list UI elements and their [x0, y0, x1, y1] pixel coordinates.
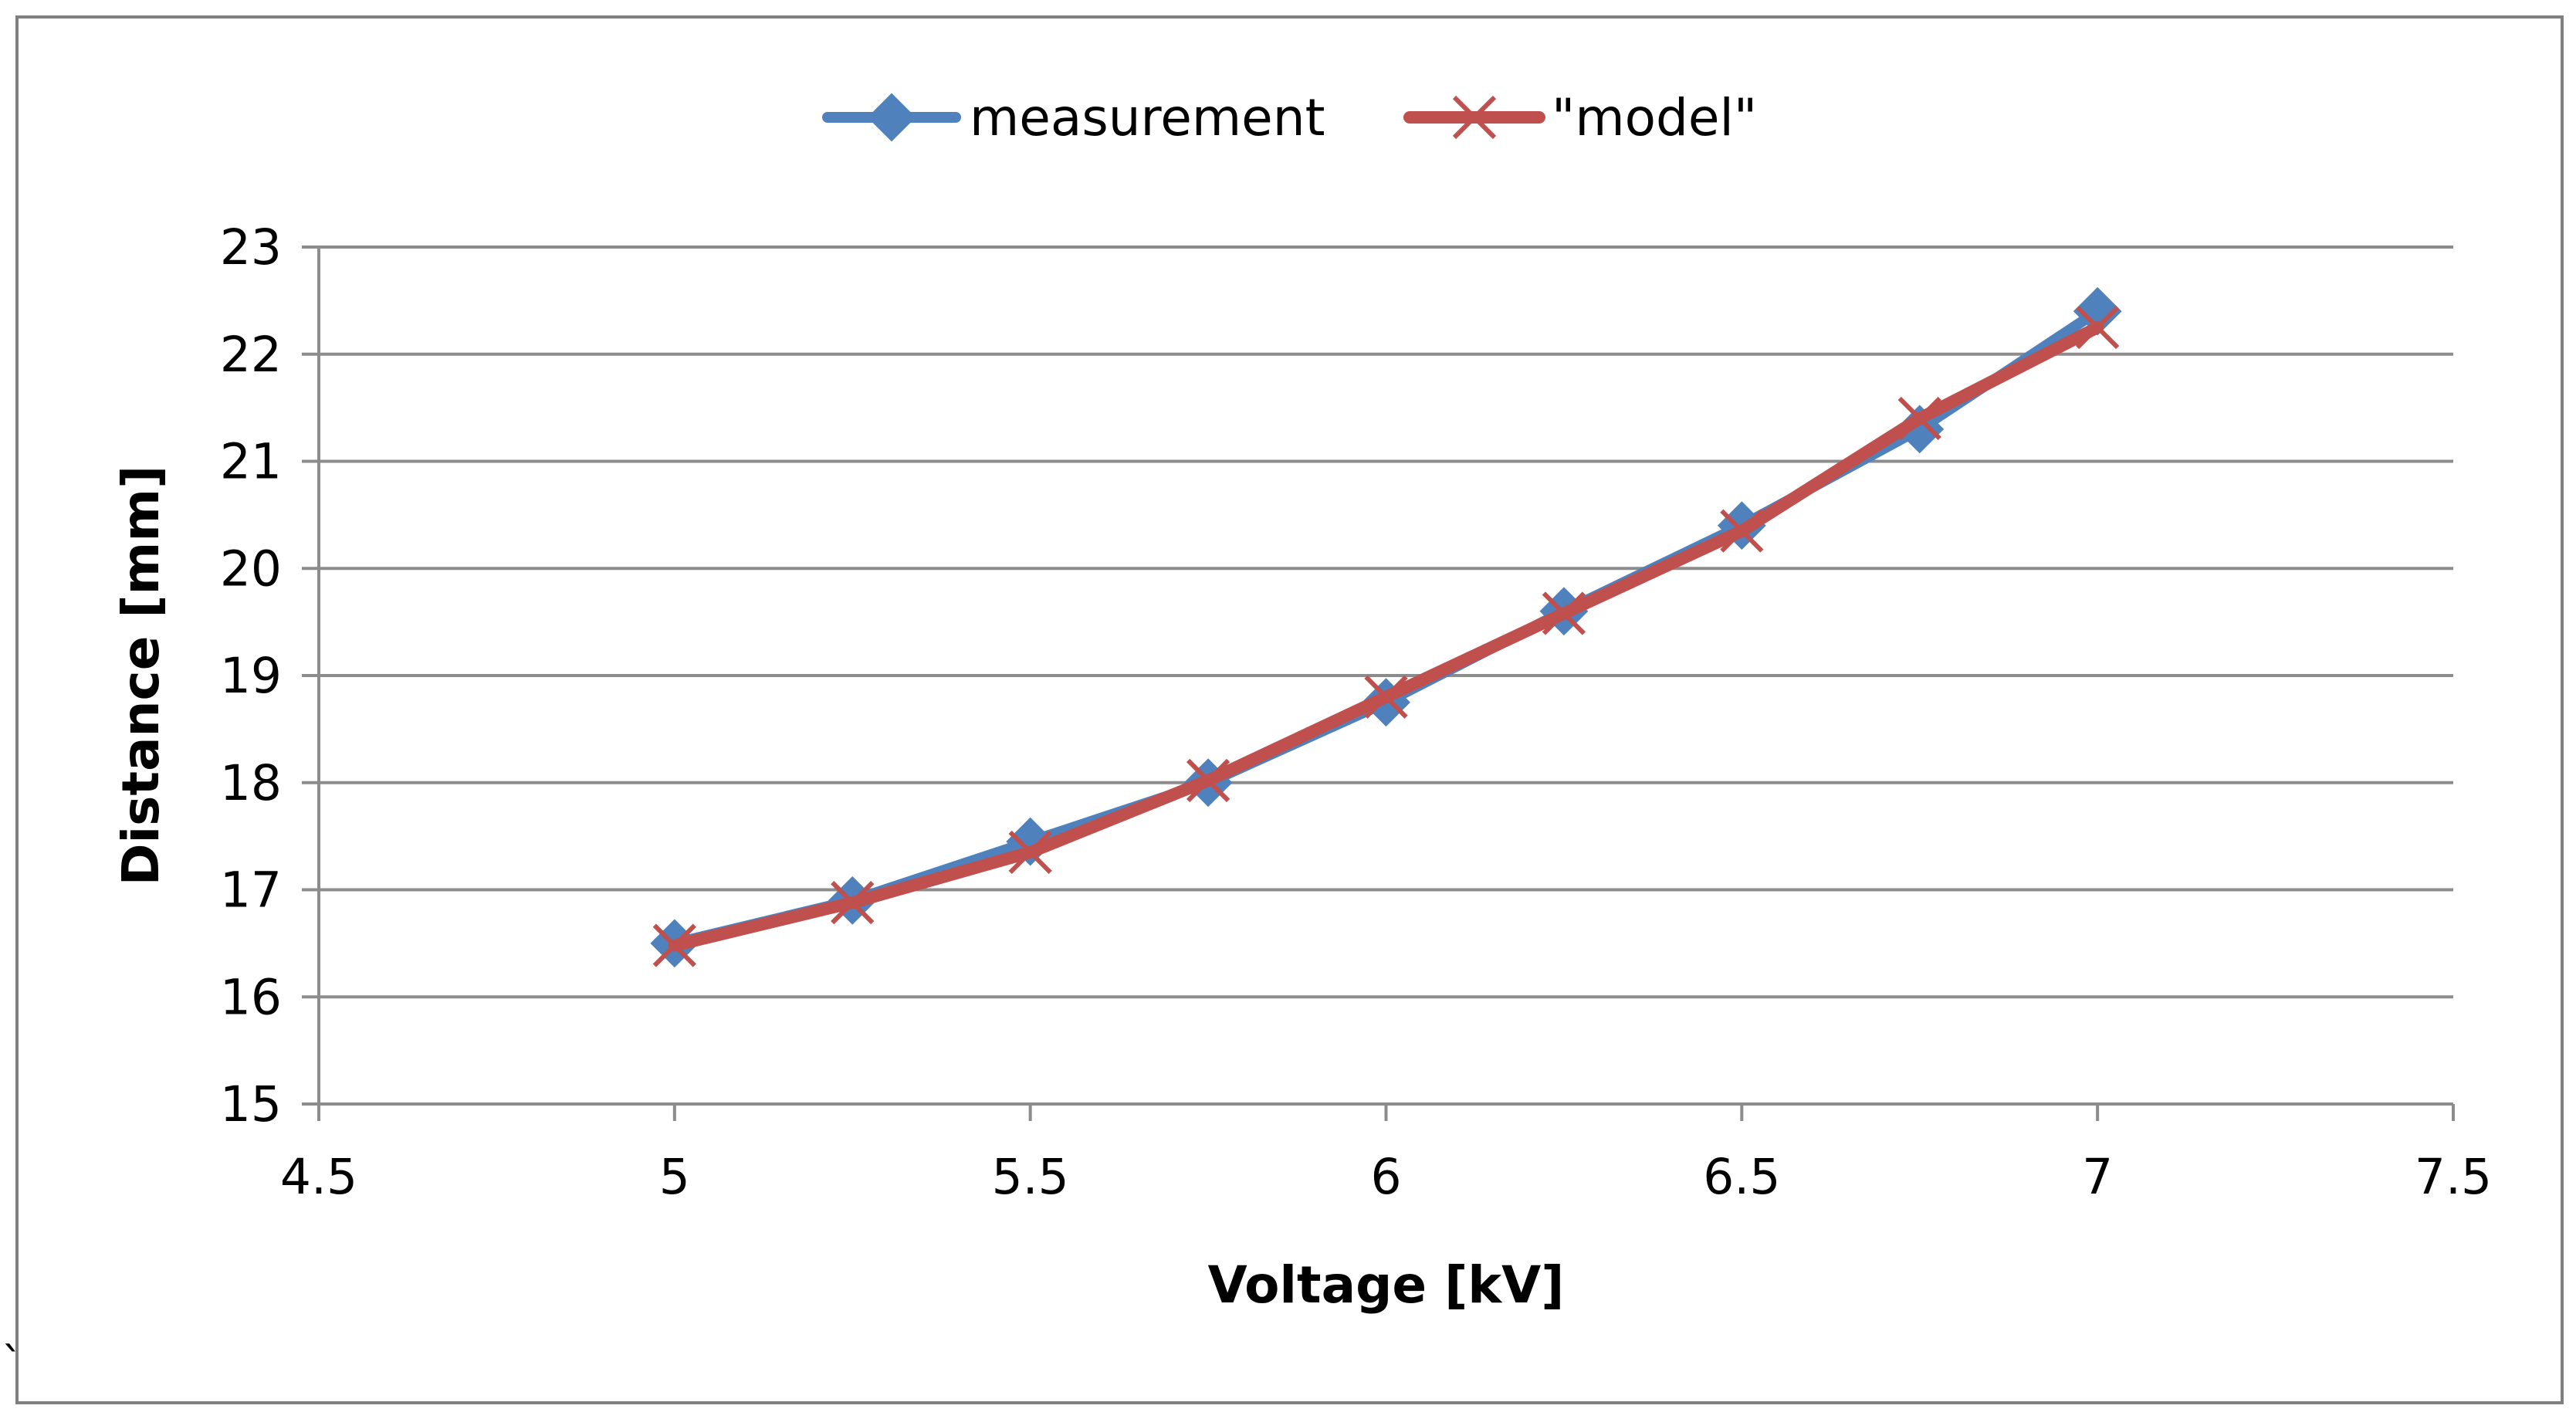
y-tick-label: 19: [220, 648, 282, 704]
x-tick-label: 6: [1370, 1149, 1401, 1205]
y-tick-label: 17: [220, 862, 282, 919]
legend-marker-diamond: [867, 93, 916, 142]
data-point-model: [652, 923, 696, 967]
x-tick-label: 4.5: [280, 1149, 357, 1205]
axes: [302, 246, 2455, 1121]
series-model: [652, 305, 2120, 967]
x-tick-label: 7: [2082, 1149, 2113, 1205]
data-point-model: [1364, 675, 1408, 719]
legend-label: "model": [1552, 88, 1757, 147]
x-tick-label: 5: [659, 1149, 690, 1205]
legend: measurement "model": [822, 88, 1757, 147]
data-point-model: [2076, 305, 2120, 350]
y-tick-label: 23: [220, 219, 282, 276]
legend-marker-x: [1452, 95, 1497, 140]
y-tick-label: 18: [220, 755, 282, 811]
data-point-model: [1186, 758, 1230, 803]
y-tick-label: 15: [220, 1076, 282, 1133]
y-tick-label: 22: [220, 327, 282, 383]
legend-label: measurement: [970, 88, 1325, 147]
y-tick-label: 16: [220, 969, 282, 1025]
data-point-model: [831, 881, 875, 925]
plot-series: [650, 286, 2122, 968]
data-point-model: [1008, 830, 1052, 875]
data-point-model: [1720, 509, 1764, 553]
y-tick-label: 21: [220, 434, 282, 490]
chart-border: [15, 15, 2564, 1404]
legend-item-measurement: measurement: [822, 88, 1325, 147]
y-tick-label: 20: [220, 540, 282, 597]
data-point-model: [1897, 396, 1941, 441]
data-point-measurement: [2073, 286, 2122, 336]
corner-mark: `: [2, 1339, 23, 1389]
legend-item-model: "model": [1403, 88, 1757, 147]
gridlines: [319, 246, 2453, 999]
y-axis-title: Distance [mm]: [111, 466, 171, 886]
x-tick-label: 7.5: [2415, 1149, 2492, 1205]
x-tick-labels: 4.5 5 5.5 6 6.5 7 7.5: [280, 1149, 2492, 1205]
x-tick-label: 6.5: [1703, 1149, 1780, 1205]
data-point-model: [1542, 591, 1586, 635]
x-tick-label: 5.5: [992, 1149, 1069, 1205]
y-tick-labels: 15 16 17 18 19 20 21 22 23: [220, 219, 282, 1133]
x-axis-title: Voltage [kV]: [1208, 1255, 1565, 1315]
